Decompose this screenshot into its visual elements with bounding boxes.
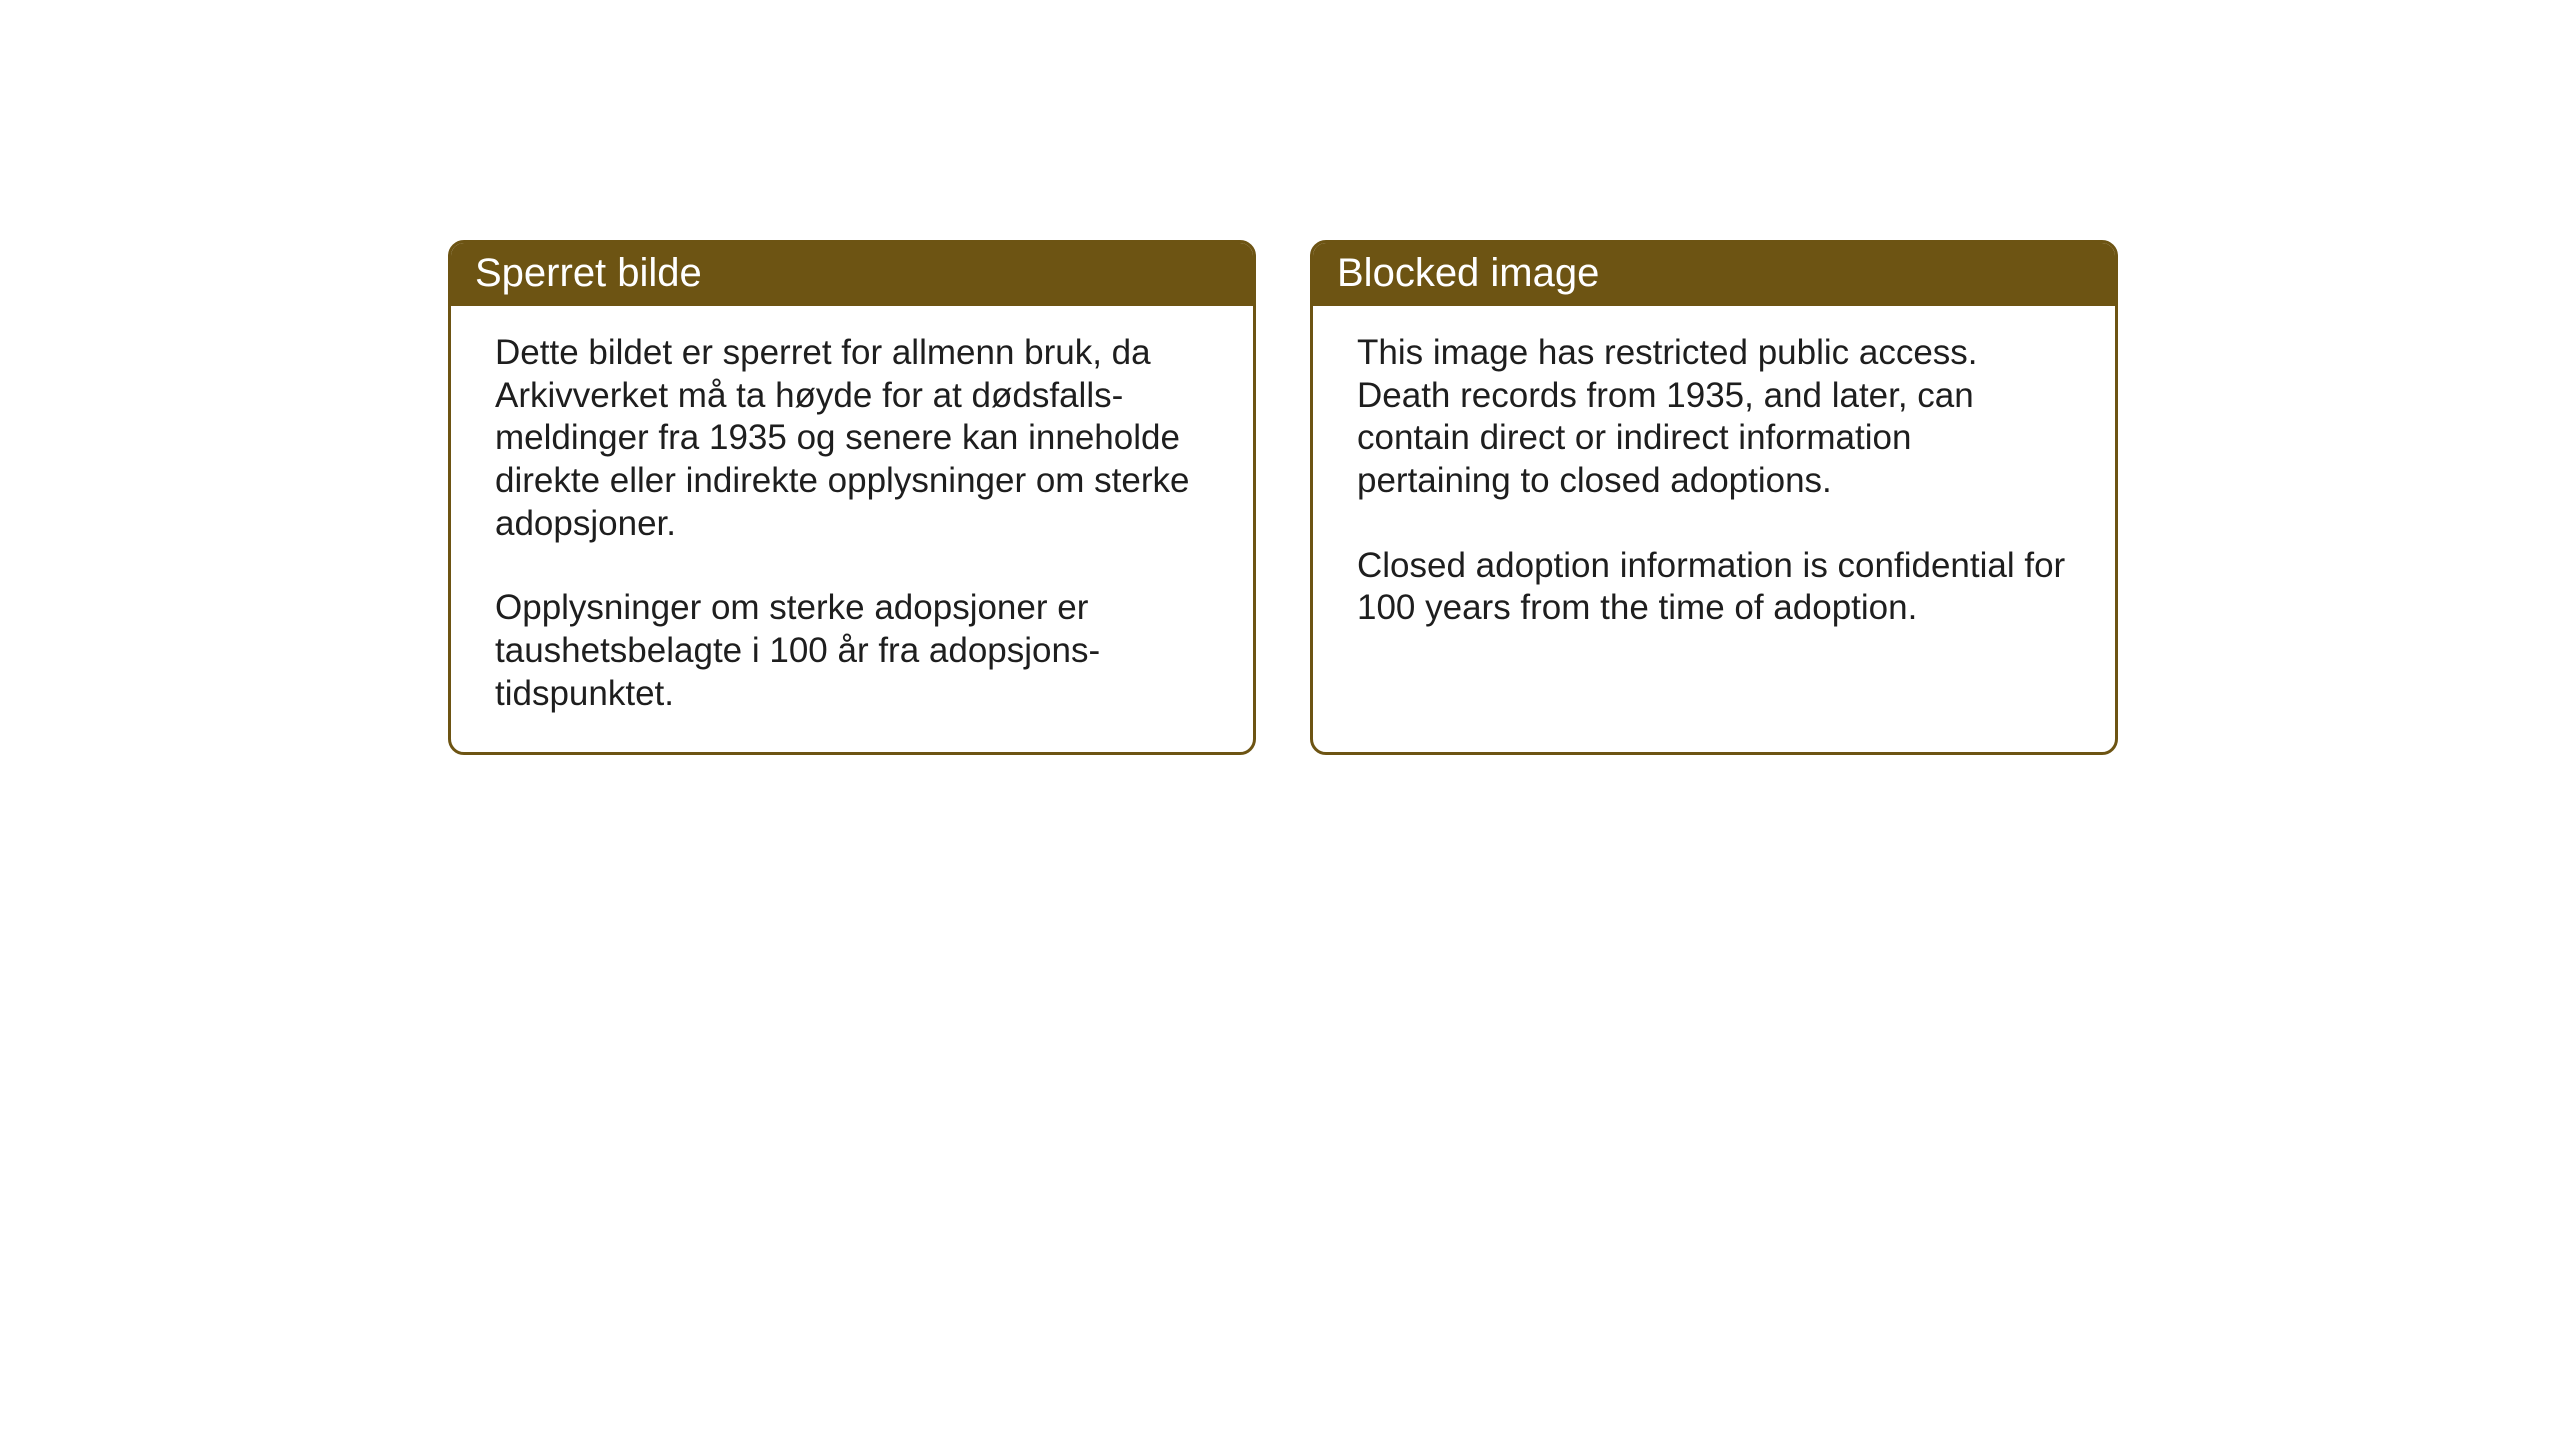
english-card-body: This image has restricted public access.… [1313, 306, 2115, 666]
norwegian-card-body: Dette bildet er sperret for allmenn bruk… [451, 306, 1253, 752]
norwegian-paragraph-2: Opplysninger om sterke adopsjoner er tau… [495, 587, 1209, 715]
norwegian-paragraph-1: Dette bildet er sperret for allmenn bruk… [495, 332, 1209, 545]
notice-cards-container: Sperret bilde Dette bildet er sperret fo… [448, 240, 2118, 755]
english-paragraph-2: Closed adoption information is confident… [1357, 545, 2071, 630]
norwegian-card-title: Sperret bilde [451, 243, 1253, 306]
english-notice-card: Blocked image This image has restricted … [1310, 240, 2118, 755]
english-paragraph-1: This image has restricted public access.… [1357, 332, 2071, 503]
norwegian-notice-card: Sperret bilde Dette bildet er sperret fo… [448, 240, 1256, 755]
english-card-title: Blocked image [1313, 243, 2115, 306]
